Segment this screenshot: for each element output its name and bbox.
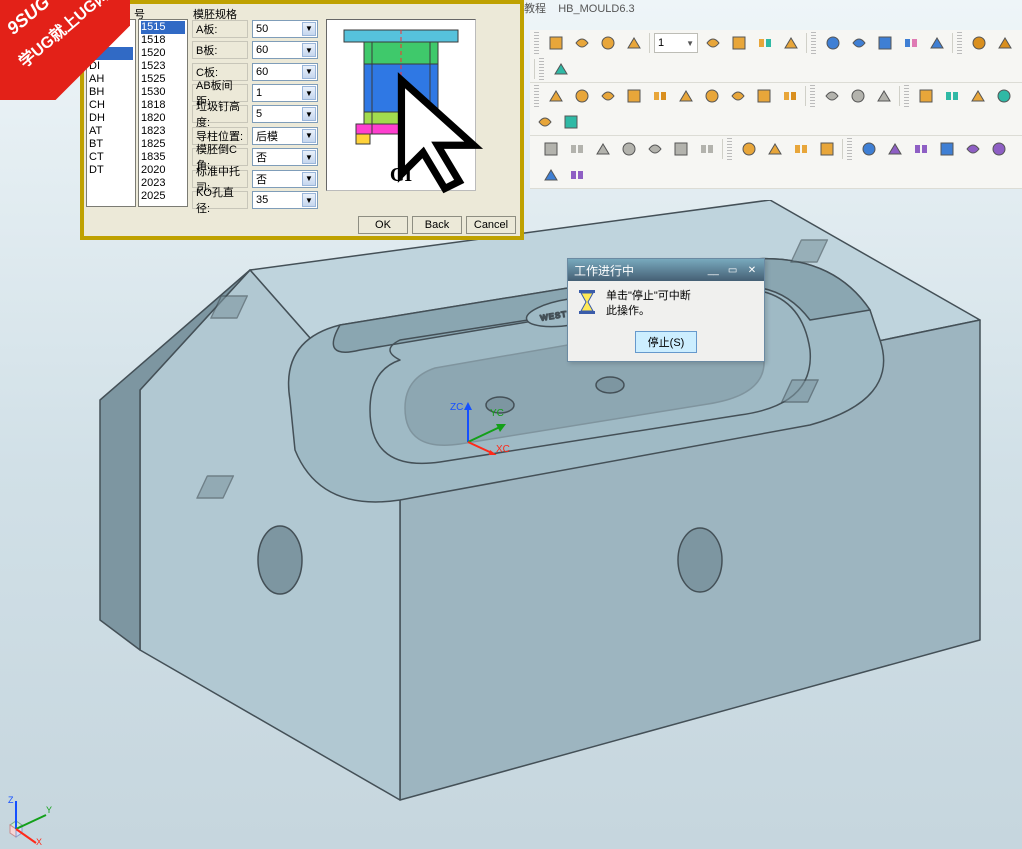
param-combo[interactable]: 35▼ [252, 191, 318, 209]
maximize-icon[interactable]: ▭ [725, 264, 741, 278]
stop-button[interactable]: 停止(S) [635, 331, 698, 353]
param-combo[interactable]: 否▼ [252, 170, 318, 188]
list-item[interactable]: 1825 [141, 138, 185, 151]
mold-preview: CI [326, 19, 476, 191]
mold-spec-dialog: 号 模胚规格 AIBICIDIAHBHCHDHATBTCTDT 15151518… [80, 0, 524, 240]
param-row: KO孔直径: 35▼ [192, 191, 318, 210]
param-label: A板: [192, 20, 248, 38]
cursor-icon [387, 68, 517, 208]
list-item[interactable]: AT [89, 125, 133, 138]
list-item[interactable]: 1530 [141, 86, 185, 99]
progress-title: 工作进行中 [574, 262, 634, 279]
param-combo[interactable]: 1▼ [252, 84, 318, 102]
param-label: 垃圾钉高度: [192, 105, 248, 123]
mold-params: A板: 50▼B板: 60▼C板: 60▼AB板间距: 1▼垃圾钉高度: 5▼导… [188, 19, 322, 210]
svg-text:YC: YC [490, 408, 504, 419]
list-item[interactable]: BT [89, 138, 133, 151]
svg-text:Z: Z [8, 795, 14, 805]
ok-button[interactable]: OK [358, 216, 408, 234]
list-item[interactable]: BI [89, 34, 133, 47]
svg-text:XC: XC [496, 444, 510, 455]
svg-text:ZC: ZC [450, 402, 463, 413]
list-item[interactable]: CT [89, 151, 133, 164]
list-item[interactable]: 2023 [141, 177, 185, 190]
list-item[interactable]: DT [89, 164, 133, 177]
param-row: 垃圾钉高度: 5▼ [192, 105, 318, 124]
list-item[interactable]: 1818 [141, 99, 185, 112]
hourglass-icon [576, 289, 598, 315]
list-item[interactable]: 1525 [141, 73, 185, 86]
list-item[interactable]: BH [89, 86, 133, 99]
back-button[interactable]: Back [412, 216, 462, 234]
list-item[interactable]: DH [89, 112, 133, 125]
list-item[interactable]: 1835 [141, 151, 185, 164]
corner-triad: Z Y X [4, 795, 54, 845]
param-row: B板: 60▼ [192, 40, 318, 59]
list-item[interactable]: 2020 [141, 164, 185, 177]
list-item[interactable]: AI [89, 21, 133, 34]
list-item[interactable]: 1820 [141, 112, 185, 125]
list-item[interactable]: 1823 [141, 125, 185, 138]
svg-text:X: X [36, 837, 42, 845]
progress-message: 单击"停止"可中断 此操作。 [606, 289, 691, 319]
svg-text:Y: Y [46, 805, 52, 815]
param-combo[interactable]: 50▼ [252, 20, 318, 38]
param-combo[interactable]: 5▼ [252, 105, 318, 123]
list-item[interactable]: AH [89, 73, 133, 86]
param-label: KO孔直径: [192, 191, 248, 209]
list-item[interactable]: 1523 [141, 60, 185, 73]
param-combo[interactable]: 后模▼ [252, 127, 318, 145]
list-item[interactable]: 1520 [141, 47, 185, 60]
list-item[interactable]: 1518 [141, 34, 185, 47]
close-icon[interactable]: ✕ [744, 264, 760, 278]
minimize-icon[interactable]: __ [705, 264, 721, 278]
wcs-triad: ZC YC XC [450, 400, 520, 455]
progress-msg-2: 此操作。 [606, 304, 691, 319]
param-row: A板: 50▼ [192, 19, 318, 38]
list-item[interactable]: CH [89, 99, 133, 112]
param-combo[interactable]: 60▼ [252, 41, 318, 59]
mold-type-list[interactable]: AIBICIDIAHBHCHDHATBTCTDT [86, 19, 136, 207]
list-item[interactable]: 1515 [141, 21, 185, 34]
progress-msg-1: 单击"停止"可中断 [606, 289, 691, 304]
list-item[interactable]: DI [89, 60, 133, 73]
list-item[interactable]: CI [89, 47, 133, 60]
model-svg: WESTROBOT [40, 200, 1000, 820]
mold-size-list[interactable]: 1515151815201523152515301818182018231825… [138, 19, 188, 207]
param-combo[interactable]: 否▼ [252, 148, 318, 166]
progress-dialog: 工作进行中 __ ▭ ✕ 单击"停止"可中断 此操作。 停止(S) [567, 258, 765, 362]
param-combo[interactable]: 60▼ [252, 63, 318, 81]
cancel-button[interactable]: Cancel [466, 216, 516, 234]
list-item[interactable]: 2025 [141, 190, 185, 203]
param-label: B板: [192, 41, 248, 59]
progress-titlebar[interactable]: 工作进行中 __ ▭ ✕ [568, 259, 764, 281]
